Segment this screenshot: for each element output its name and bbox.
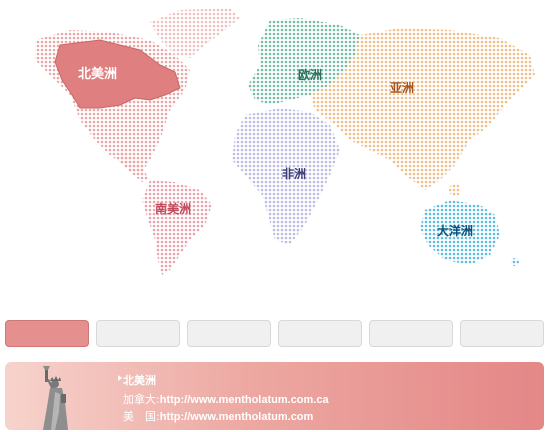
region-europe[interactable] xyxy=(248,18,360,105)
tab-1[interactable] xyxy=(5,320,89,347)
region-africa[interactable] xyxy=(232,108,340,245)
region-greenland xyxy=(150,8,240,58)
region-central-america xyxy=(118,150,150,182)
tab-3[interactable] xyxy=(187,320,271,347)
tab-6[interactable] xyxy=(460,320,544,347)
region-tabs xyxy=(0,320,549,350)
world-map-graphic xyxy=(35,8,535,275)
label-oceania[interactable]: 大洋洲 xyxy=(437,224,474,238)
region-info-panel: 北美洲 加拿大:http://www.mentholatum.com.ca 美 … xyxy=(5,362,544,430)
island-indonesia xyxy=(449,184,461,196)
panel-row-usa: 美 国:http://www.mentholatum.com xyxy=(123,408,313,424)
label-north-america[interactable]: 北美洲 xyxy=(78,67,118,82)
region-north-america[interactable] xyxy=(54,39,181,109)
row-label: 加拿大: xyxy=(123,393,160,406)
tab-5[interactable] xyxy=(369,320,453,347)
label-africa[interactable]: 非洲 xyxy=(282,167,307,181)
label-south-america[interactable]: 南美洲 xyxy=(155,202,192,216)
tab-4[interactable] xyxy=(278,320,362,347)
canada-link[interactable]: http://www.mentholatum.com.ca xyxy=(159,394,329,406)
label-europe[interactable]: 欧洲 xyxy=(298,68,323,82)
island-nz xyxy=(511,258,519,266)
tab-2[interactable] xyxy=(96,320,180,347)
region-asia[interactable] xyxy=(310,28,535,190)
region-oceania[interactable] xyxy=(420,200,500,265)
region-south-america[interactable] xyxy=(142,180,212,275)
panel-bullet-icon xyxy=(118,375,122,381)
row-label: 美 国: xyxy=(123,410,160,423)
world-map: 北美洲 南美洲 欧洲 非洲 亚洲 大洋洲 xyxy=(35,8,535,275)
panel-title: 北美洲 xyxy=(123,374,156,387)
panel-row-canada: 加拿大:http://www.mentholatum.com.ca xyxy=(123,391,329,407)
usa-link[interactable]: http://www.mentholatum.com xyxy=(159,411,314,423)
statue-of-liberty-icon xyxy=(43,366,68,430)
label-asia[interactable]: 亚洲 xyxy=(390,81,415,95)
